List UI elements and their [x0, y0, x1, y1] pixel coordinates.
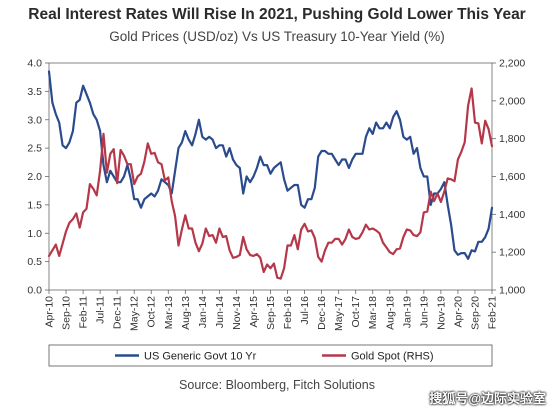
x-tick-label: Feb-11 [78, 296, 90, 329]
series-line-1 [47, 70, 494, 260]
chart-title: Real Interest Rates Will Rise In 2021, P… [28, 6, 526, 23]
watermark: 搜狐号@边际实验室 [429, 391, 546, 406]
y-left-tick-label: 2.5 [27, 143, 42, 155]
x-tick-label: Feb-16 [282, 296, 294, 329]
x-tick-label: Dec-16 [316, 296, 328, 330]
x-tick-label: Aug-13 [180, 296, 192, 330]
y-left-tick-label: 0.5 [27, 256, 42, 268]
x-tick-label: Mar-18 [367, 296, 379, 329]
y-right-tick-label: 1,200 [499, 247, 525, 259]
x-tick-label: May-12 [129, 296, 141, 331]
x-tick-label: Oct-12 [146, 296, 158, 328]
x-tick-label: Aug-18 [384, 296, 396, 330]
y-right-tick-label: 1,600 [499, 171, 525, 183]
x-tick-label: Sep-15 [265, 296, 277, 330]
y-left-tick-label: 3.0 [27, 114, 42, 126]
x-tick-label: Jul-16 [299, 296, 311, 325]
chart-legend: US Generic Govt 10 Yr Gold Spot (RHS) [48, 344, 493, 367]
y-right-tick-label: 1,000 [499, 285, 525, 297]
chart-subtitle: Gold Prices (USD/oz) Vs US Treasury 10-Y… [109, 29, 445, 44]
x-tick-label: Nov-14 [231, 296, 243, 330]
x-tick-label: Apr-20 [452, 296, 464, 328]
x-tick-label: Sep-20 [469, 296, 481, 330]
x-tick-label: Feb-21 [487, 296, 499, 329]
x-tick-label: Nov-19 [435, 296, 447, 330]
y-right-tick-label: 2,200 [499, 58, 525, 70]
series-layer [47, 70, 494, 280]
legend-box [48, 344, 493, 367]
y-left-tick-label: 3.5 [27, 86, 42, 98]
x-tick-label: Jul-11 [95, 296, 107, 324]
x-tick-label: Jan-19 [401, 296, 413, 328]
legend-label-2: Gold Spot (RHS) [351, 351, 434, 363]
y-left-tick-label: 0.0 [27, 285, 42, 297]
x-tick-label: Dec-11 [112, 296, 124, 329]
chart: 0.0 0.5 1.0 1.5 2.0 2.5 3.0 3.5 4.0 1,000 1,200 1,4… [27, 58, 525, 367]
y-right-tick-label: 1,400 [499, 209, 525, 221]
x-tick-label: May-17 [333, 296, 345, 331]
y-left-tick-label: 2.0 [27, 171, 42, 183]
x-tick-label: Sep-10 [61, 296, 73, 330]
x-tick-label: Oct-17 [350, 296, 362, 328]
y-left-tick-label: 4.0 [27, 58, 42, 70]
y-right-tick-label: 2,000 [499, 95, 525, 107]
y-right-tick-label: 1,800 [499, 133, 525, 145]
series-line-2 [47, 87, 494, 280]
chart-axes: 0.0 0.5 1.0 1.5 2.0 2.5 3.0 3.5 4.0 1,000 1,200 1,4… [27, 58, 525, 332]
x-tick-label: Jun-14 [214, 296, 226, 328]
x-tick-label: Apr-10 [44, 296, 56, 328]
legend-label-1: US Generic Govt 10 Yr [144, 351, 257, 363]
y-left-tick-label: 1.0 [27, 228, 42, 240]
y-left-tick-label: 1.5 [27, 199, 42, 211]
x-tick-label: Jun-19 [418, 296, 430, 328]
x-tick-label: Apr-15 [248, 296, 260, 328]
x-tick-label: Jan-14 [197, 296, 209, 328]
source-note: Source: Bloomberg, Fitch Solutions [179, 378, 375, 392]
x-tick-label: Mar-13 [163, 296, 175, 329]
